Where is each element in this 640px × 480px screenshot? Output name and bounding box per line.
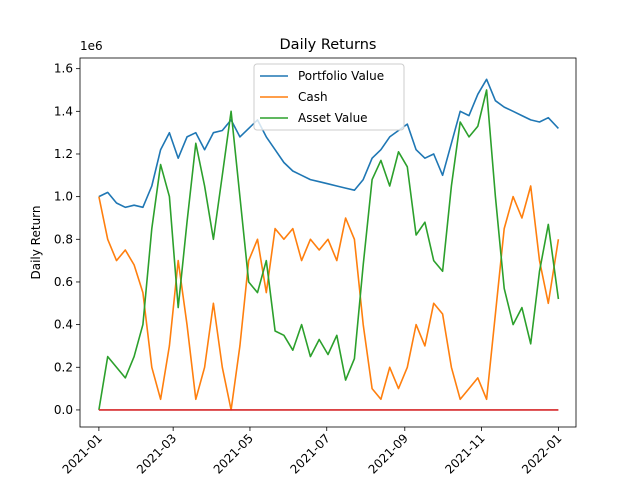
series-asset-value-line: [98, 89, 560, 411]
legend-entry-label: Portfolio Value: [298, 69, 384, 83]
y-tick-label: 0.6: [54, 275, 73, 289]
axes-frame: [79, 57, 577, 428]
legend: Portfolio Value Cash Asset Value: [253, 63, 405, 131]
y-axis: 0.0 0.2 0.4 0.6 0.8 1.0 1.2 1.4 1.6: [54, 62, 80, 417]
legend-entry-label: Asset Value: [298, 111, 368, 125]
series-portfolio-value-line: [98, 78, 559, 209]
y-tick-label: 0.2: [54, 360, 73, 374]
legend-box: [253, 63, 405, 131]
y-axis-label: Daily Return: [29, 206, 43, 280]
series-layer: [98, 78, 560, 411]
y-tick-label: 1.2: [54, 147, 73, 161]
y-axis-scale-label: 1e6: [80, 39, 103, 53]
chart-title: Daily Returns: [280, 37, 377, 53]
y-tick-label: 0.8: [54, 232, 73, 246]
y-tick-label: 1.6: [54, 62, 73, 76]
series-cash-line: [98, 185, 560, 411]
y-tick-label: 1.4: [54, 104, 73, 118]
legend-entry-label: Cash: [298, 90, 328, 104]
y-tick-label: 0.4: [54, 318, 73, 332]
y-tick-label: 0.0: [54, 403, 73, 417]
y-tick-label: 1.0: [54, 190, 73, 204]
